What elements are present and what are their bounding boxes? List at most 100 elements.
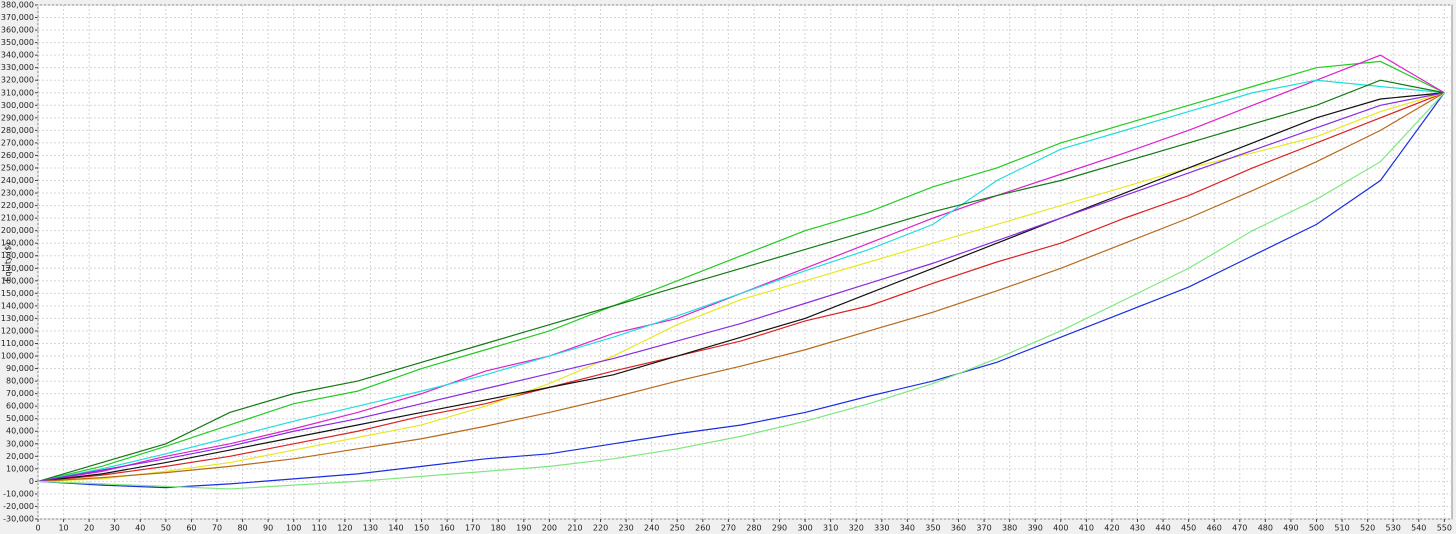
x-tick-label: 0 (35, 524, 40, 533)
y-tick-label: -20,000 (3, 502, 34, 511)
x-tick-label: 400 (1053, 524, 1068, 533)
equity-line (37, 60, 1445, 482)
y-tick-label: 330,000 (1, 63, 34, 72)
y-tick-label: 130,000 (1, 314, 34, 323)
x-tick-label: 380 (1002, 524, 1017, 533)
y-tick-label: 100,000 (1, 352, 34, 361)
x-tick-label: 290 (772, 524, 787, 533)
equity-line (37, 92, 1445, 490)
y-axis-label: Equity ($) (4, 242, 13, 281)
x-tick-label: 420 (1104, 524, 1119, 533)
y-tick-label: 260,000 (1, 151, 34, 160)
x-tick-label: 440 (1155, 524, 1170, 533)
equity-line (37, 79, 1445, 482)
x-tick-label: 510 (1334, 524, 1349, 533)
y-tick-label: 180,000 (1, 251, 34, 260)
x-tick-label: 520 (1360, 524, 1375, 533)
y-tick-label: 10,000 (6, 464, 34, 473)
y-tick-label: 150,000 (1, 289, 34, 298)
y-tick-label: 190,000 (1, 239, 34, 248)
y-tick-label: 20,000 (6, 452, 34, 461)
x-tick-label: 140 (388, 524, 403, 533)
y-tick-label: -10,000 (3, 489, 34, 498)
x-tick-label: 550 (1437, 524, 1452, 533)
x-tick-label: 180 (491, 524, 506, 533)
x-tick-label: 250 (670, 524, 685, 533)
y-tick-label: 280,000 (1, 126, 34, 135)
y-tick-label: 70,000 (6, 389, 34, 398)
x-tick-label: 280 (746, 524, 761, 533)
y-tick-label: 310,000 (1, 88, 34, 97)
y-tick-label: 220,000 (1, 201, 34, 210)
y-tick-label: 80,000 (6, 377, 34, 386)
x-tick-label: 330 (874, 524, 889, 533)
x-tick-label: 410 (1079, 524, 1094, 533)
y-tick-label: 230,000 (1, 189, 34, 198)
x-tick-label: 430 (1130, 524, 1145, 533)
equity-line (37, 79, 1445, 482)
x-tick-label: 150 (414, 524, 429, 533)
x-tick-label: 60 (186, 524, 196, 533)
x-tick-label: 450 (1181, 524, 1196, 533)
x-tick-label: 530 (1386, 524, 1401, 533)
y-tick-label: 200,000 (1, 226, 34, 235)
x-tick-label: 210 (567, 524, 582, 533)
x-tick-label: 20 (84, 524, 94, 533)
x-tick-label: 370 (976, 524, 991, 533)
y-tick-label: 270,000 (1, 138, 34, 147)
x-tick-label: 70 (212, 524, 222, 533)
equity-line (37, 92, 1445, 482)
y-tick-label: 210,000 (1, 214, 34, 223)
y-tick-label: 90,000 (6, 364, 34, 373)
x-tick-label: 10 (58, 524, 68, 533)
x-tick-label: 30 (110, 524, 120, 533)
x-tick-label: 50 (161, 524, 171, 533)
y-tick-label: 360,000 (1, 26, 34, 35)
y-tick-label: 350,000 (1, 38, 34, 47)
x-tick-label: 360 (951, 524, 966, 533)
equity-line (37, 92, 1445, 482)
x-tick-label: 390 (1028, 524, 1043, 533)
x-tick-label: 200 (542, 524, 557, 533)
x-tick-label: 110 (312, 524, 327, 533)
x-tick-label: 220 (593, 524, 608, 533)
x-tick-label: 160 (439, 524, 454, 533)
x-tick-label: 480 (1258, 524, 1273, 533)
x-tick-label: 340 (900, 524, 915, 533)
x-tick-label: 190 (516, 524, 531, 533)
x-tick-label: 460 (1207, 524, 1222, 533)
y-tick-label: 0 (29, 477, 34, 486)
y-tick-label: 110,000 (1, 339, 34, 348)
y-tick-label: 60,000 (6, 402, 34, 411)
equity-line (37, 92, 1445, 482)
x-tick-label: 130 (363, 524, 378, 533)
x-tick-label: 470 (1232, 524, 1247, 533)
y-tick-label: 250,000 (1, 163, 34, 172)
y-tick-label: 370,000 (1, 13, 34, 22)
x-tick-label: 270 (721, 524, 736, 533)
y-tick-label: 290,000 (1, 113, 34, 122)
y-tick-label: 380,000 (1, 1, 34, 10)
x-tick-label: 40 (135, 524, 145, 533)
x-tick-label: 490 (1283, 524, 1298, 533)
x-tick-label: 500 (1309, 524, 1324, 533)
x-tick-label: 170 (465, 524, 480, 533)
equity-line (37, 92, 1445, 489)
x-tick-label: 120 (337, 524, 352, 533)
y-tick-label: 50,000 (6, 414, 34, 423)
y-tick-label: 120,000 (1, 326, 34, 335)
x-tick-label: 80 (237, 524, 247, 533)
x-tick-label: 260 (695, 524, 710, 533)
equity-line (37, 92, 1445, 482)
equity-line (37, 92, 1445, 482)
y-tick-label: 40,000 (6, 427, 34, 436)
y-tick-label: 240,000 (1, 176, 34, 185)
y-tick-label: 340,000 (1, 51, 34, 60)
y-tick-label: 30,000 (6, 439, 34, 448)
x-tick-label: 100 (286, 524, 301, 533)
x-tick-label: 300 (797, 524, 812, 533)
y-tick-label: 170,000 (1, 264, 34, 273)
x-tick-label: 90 (263, 524, 273, 533)
x-tick-label: 230 (618, 524, 633, 533)
